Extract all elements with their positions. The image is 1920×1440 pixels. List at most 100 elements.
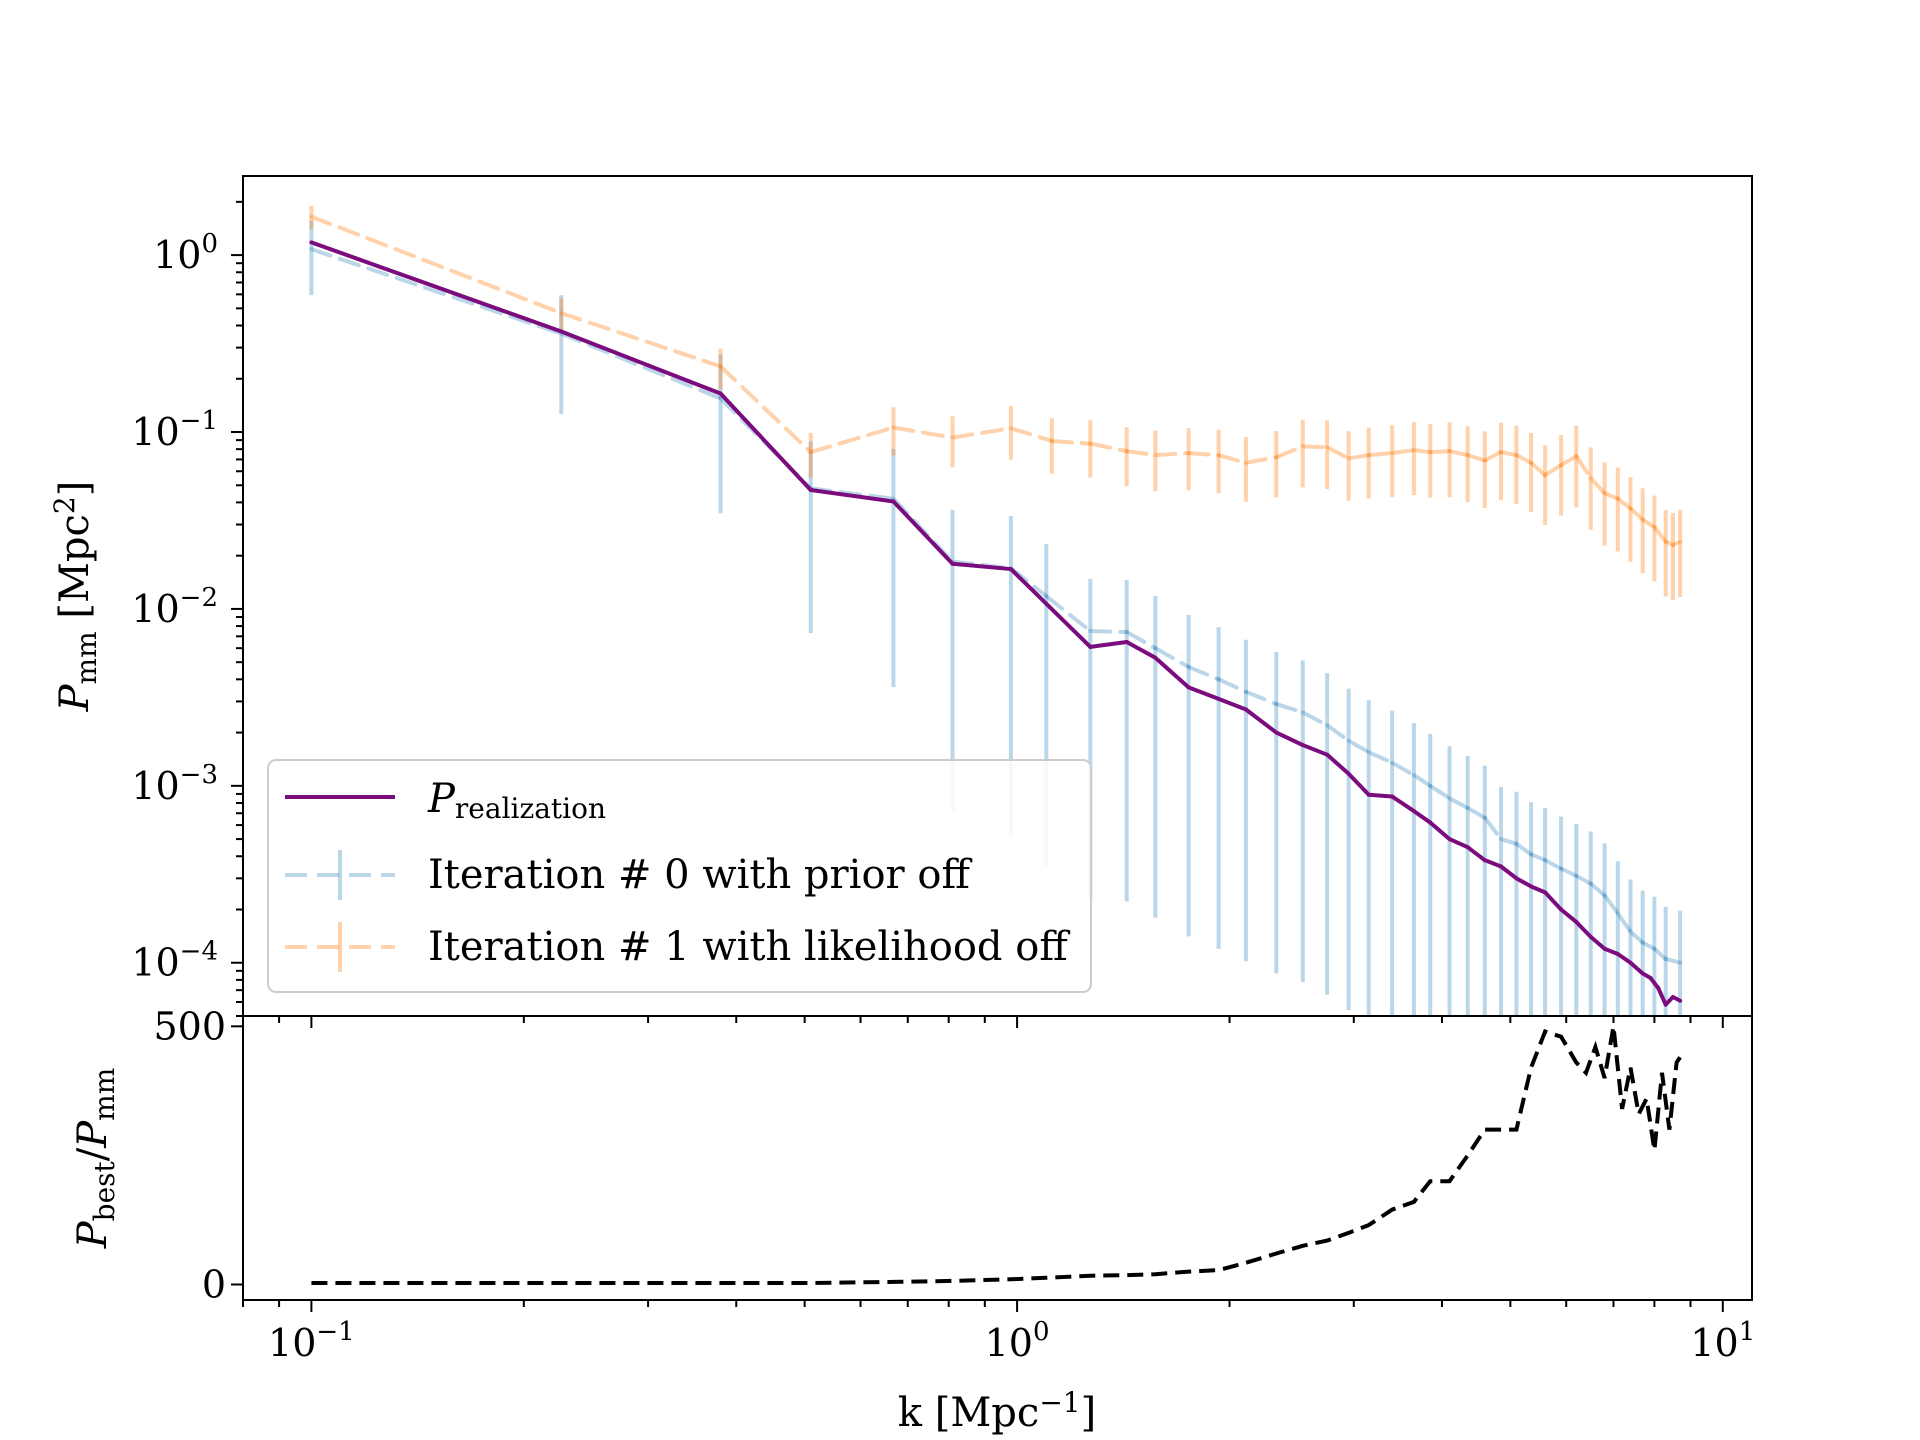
- x-tick-label-exp: −1: [316, 1317, 354, 1347]
- line-segment-realization: [1588, 934, 1607, 951]
- line-segment-iteration-0: [1652, 946, 1668, 961]
- line-segment-iteration-1: [1628, 506, 1645, 522]
- line-segment-realization: [1124, 640, 1158, 660]
- line-segment-iteration-1: [1346, 453, 1371, 461]
- x-axis-title-close: ]: [1081, 1390, 1097, 1436]
- line-segment-realization: [718, 391, 813, 493]
- line-segment-iteration-0: [1588, 881, 1607, 898]
- line-segment-realization: [309, 240, 564, 334]
- top-y-tick-label-exp: 0: [201, 229, 218, 259]
- legend: Prealization Iteration # 0 with prior of…: [267, 759, 1092, 993]
- line-segment-iteration-0: [1574, 873, 1593, 886]
- legend-label-realization-main: P: [427, 776, 456, 822]
- line-segment-iteration-0: [1615, 911, 1633, 934]
- x-tick-label-base: 10: [268, 1321, 316, 1365]
- bottom-y-axis-title-slash: /: [70, 1147, 116, 1161]
- line-segment-iteration-0: [1602, 893, 1620, 916]
- line-segment-iteration-1: [1428, 449, 1452, 455]
- line-segment-iteration-1: [1615, 496, 1633, 511]
- line-segment-iteration-0: [1628, 929, 1645, 945]
- top-y-axis-title-base: P: [52, 683, 98, 712]
- line-segment-iteration-0: [1153, 646, 1191, 669]
- line-segment-iteration-0: [1044, 594, 1093, 634]
- line-segment-iteration-1: [1447, 449, 1470, 458]
- series-iteration-1: [309, 205, 1683, 601]
- top-y-tick-label: 100: [153, 229, 218, 277]
- top-y-tick-label: 10−3: [131, 760, 218, 808]
- top-y-axis-title-sub: mm: [70, 631, 103, 684]
- line-segment-iteration-0: [1346, 738, 1371, 755]
- line-segment-realization: [1615, 952, 1633, 965]
- line-segment-realization: [1602, 946, 1620, 957]
- line-segment-iteration-0: [1124, 630, 1158, 651]
- line-segment-iteration-1: [1366, 451, 1395, 458]
- line-segment-realization: [1648, 975, 1661, 990]
- line-segment-iteration-1: [1640, 517, 1657, 530]
- x-axis-title-text: k [Mpc: [898, 1390, 1040, 1436]
- line-segment-iteration-1: [1465, 453, 1487, 463]
- line-segment-iteration-0: [1663, 956, 1683, 965]
- bottom-y-axis-title-sub1: best: [88, 1160, 121, 1221]
- line-segment-realization: [1216, 696, 1248, 712]
- line-segment-iteration-1: [891, 425, 955, 440]
- line-segment-iteration-1: [1274, 444, 1305, 460]
- line-segment-realization: [1411, 809, 1433, 825]
- bottom-y-tick-label: 0: [202, 1263, 226, 1307]
- bottom-y-tick-label: 500: [153, 1004, 226, 1048]
- line-segment-iteration-1: [1670, 539, 1683, 547]
- line-segment-iteration-1: [1390, 448, 1416, 456]
- line-segment-iteration-0: [1514, 841, 1534, 857]
- legend-label-realization: Prealization: [427, 776, 606, 825]
- line-segment-realization: [808, 488, 896, 504]
- top-y-tick-label-base: 10: [153, 233, 201, 277]
- line-segment-iteration-1: [1529, 460, 1548, 478]
- x-axis-title: k [Mpc−1]: [898, 1386, 1096, 1436]
- line-segment-realization: [1628, 960, 1645, 976]
- line-segment-iteration-1: [1543, 463, 1564, 478]
- top-y-tick-label-exp: −4: [180, 937, 218, 967]
- legend-label-iteration-1: Iteration # 1 with likelihood off: [428, 924, 1070, 970]
- line-segment-realization: [559, 329, 723, 396]
- line-segment-iteration-1: [559, 311, 723, 369]
- line-segment-iteration-0: [1499, 837, 1519, 846]
- line-segment-iteration-1: [1514, 453, 1534, 465]
- top-y-tick-label-base: 10: [131, 764, 179, 808]
- line-segment-iteration-0: [1300, 710, 1330, 728]
- line-segment-realization: [1482, 858, 1504, 869]
- line-segment-realization: [1529, 884, 1548, 895]
- line-segment-realization: [1243, 707, 1279, 735]
- bottom-y-axis-title: Pbest/Pmm: [70, 1068, 121, 1250]
- line-segment-iteration-1: [1124, 449, 1158, 458]
- line-segment-iteration-1: [950, 426, 1013, 440]
- x-axis-title-sup: −1: [1039, 1386, 1080, 1419]
- line-segment-iteration-0: [1559, 866, 1579, 878]
- line-segment-iteration-0: [309, 247, 564, 336]
- line-segment-iteration-1: [1088, 441, 1129, 454]
- line-segment-iteration-1: [1216, 453, 1248, 465]
- line-segment-iteration-1: [309, 214, 564, 316]
- line-segment-realization: [1325, 752, 1351, 776]
- line-segment-iteration-0: [559, 331, 723, 401]
- top-y-axis-title: Pmm [Mpc2]: [48, 481, 103, 713]
- line-segment-realization: [1300, 743, 1330, 757]
- line-segment-iteration-1: [1186, 451, 1221, 458]
- top-y-tick-label: 10−1: [131, 406, 218, 454]
- line-segment-iteration-1: [1652, 525, 1668, 544]
- line-segment-iteration-0: [1088, 629, 1129, 635]
- top-y-tick-label-exp: −2: [180, 583, 218, 613]
- line-segment-realization: [1186, 685, 1221, 701]
- top-panel-data: [309, 205, 1683, 1016]
- line-segment-iteration-1: [1243, 455, 1279, 465]
- line-segment-iteration-0: [1186, 664, 1221, 682]
- line-segment-iteration-0: [1529, 852, 1548, 863]
- top-y-tick-label-base: 10: [131, 587, 179, 631]
- line-segment-realization: [1447, 837, 1470, 850]
- line-segment-iteration-1: [1559, 454, 1579, 468]
- line-segment-iteration-0: [1325, 723, 1351, 743]
- line-segment-realization: [1670, 995, 1683, 1003]
- bottom-y-axis-title-sub2: mm: [88, 1068, 121, 1121]
- line-segment-iteration-0: [1543, 858, 1564, 871]
